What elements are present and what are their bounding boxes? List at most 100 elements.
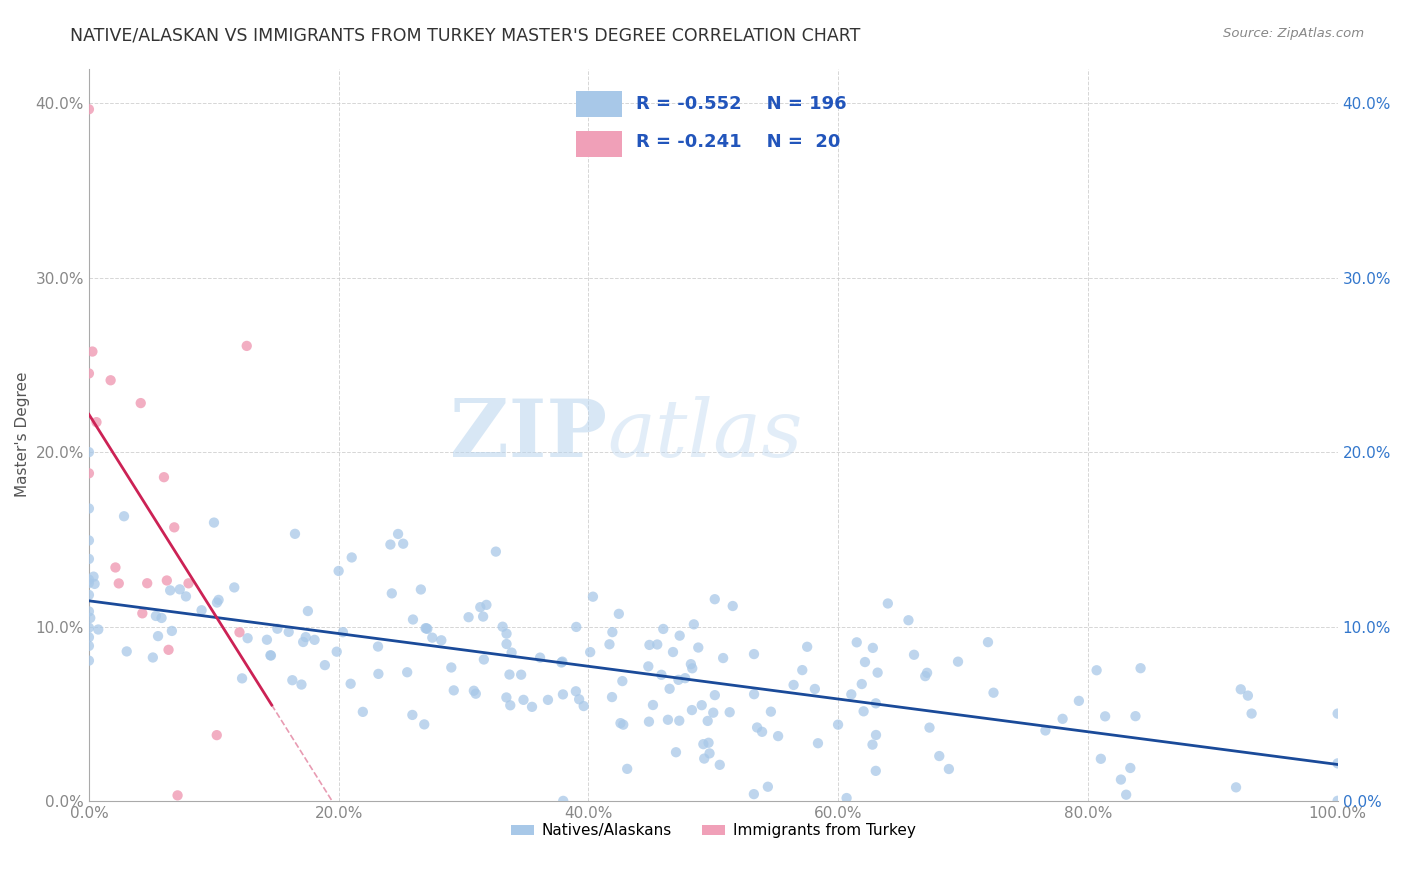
Point bbox=[668, 673, 690, 687]
Point bbox=[688, 640, 710, 655]
Point bbox=[1094, 709, 1116, 723]
Point bbox=[903, 648, 925, 662]
Point bbox=[607, 607, 630, 621]
Point bbox=[703, 688, 725, 702]
Point bbox=[491, 620, 513, 634]
Point bbox=[918, 721, 941, 735]
Point bbox=[681, 703, 703, 717]
Point bbox=[205, 596, 228, 610]
Point bbox=[876, 597, 898, 611]
Point bbox=[82, 344, 104, 359]
Point bbox=[682, 617, 704, 632]
Point bbox=[367, 666, 389, 681]
Point bbox=[807, 736, 830, 750]
Point bbox=[380, 537, 402, 551]
Point bbox=[499, 698, 522, 713]
Point bbox=[551, 687, 574, 701]
Point bbox=[550, 656, 572, 670]
Point bbox=[565, 620, 588, 634]
Point bbox=[1225, 780, 1247, 795]
Point bbox=[766, 729, 789, 743]
Point bbox=[711, 651, 734, 665]
Point bbox=[415, 621, 437, 635]
Point bbox=[235, 339, 257, 353]
Point bbox=[501, 646, 523, 660]
Point bbox=[668, 629, 690, 643]
Point bbox=[100, 373, 122, 387]
Point bbox=[470, 600, 492, 615]
Point bbox=[457, 610, 479, 624]
Point bbox=[159, 583, 181, 598]
Text: R = -0.241    N =  20: R = -0.241 N = 20 bbox=[636, 133, 841, 151]
Point bbox=[862, 738, 884, 752]
Point bbox=[796, 640, 818, 654]
Point bbox=[332, 625, 354, 640]
Point bbox=[835, 791, 858, 805]
Point bbox=[946, 655, 969, 669]
Point bbox=[1237, 689, 1260, 703]
Point bbox=[475, 598, 498, 612]
Point bbox=[565, 684, 588, 698]
Point bbox=[396, 665, 419, 680]
Point bbox=[845, 635, 868, 649]
Point bbox=[297, 604, 319, 618]
Point bbox=[579, 645, 602, 659]
Point bbox=[616, 762, 638, 776]
Point bbox=[77, 501, 100, 516]
Point bbox=[136, 576, 159, 591]
Point bbox=[572, 699, 595, 714]
Point bbox=[495, 637, 517, 651]
Point bbox=[914, 669, 936, 683]
Point bbox=[420, 631, 443, 645]
Point bbox=[266, 622, 288, 636]
Point bbox=[612, 717, 634, 731]
Point bbox=[1119, 761, 1142, 775]
Point bbox=[325, 645, 347, 659]
Point bbox=[402, 613, 425, 627]
Point bbox=[77, 467, 100, 481]
Point bbox=[865, 696, 887, 710]
Point bbox=[742, 687, 765, 701]
Point bbox=[853, 655, 876, 669]
Point bbox=[520, 699, 543, 714]
Point bbox=[865, 728, 887, 742]
Point bbox=[256, 632, 278, 647]
Point bbox=[77, 102, 100, 116]
FancyBboxPatch shape bbox=[576, 131, 621, 157]
Point bbox=[1085, 663, 1108, 677]
Point bbox=[977, 635, 1000, 649]
Point bbox=[156, 574, 179, 588]
Point bbox=[443, 683, 465, 698]
Point bbox=[77, 533, 100, 548]
Point bbox=[1115, 788, 1137, 802]
Point bbox=[409, 582, 432, 597]
Point bbox=[153, 470, 176, 484]
Point bbox=[598, 637, 620, 651]
Point bbox=[804, 681, 827, 696]
Point bbox=[792, 663, 814, 677]
Point bbox=[207, 593, 229, 607]
Point bbox=[177, 576, 200, 591]
Point bbox=[673, 671, 696, 685]
Y-axis label: Master's Degree: Master's Degree bbox=[15, 372, 30, 498]
Point bbox=[658, 681, 681, 696]
Point bbox=[865, 764, 887, 778]
Point bbox=[260, 648, 283, 663]
Point bbox=[1125, 709, 1147, 723]
Point bbox=[202, 516, 225, 530]
Point bbox=[160, 624, 183, 638]
Point bbox=[665, 745, 688, 759]
Point bbox=[551, 655, 574, 669]
Point bbox=[292, 635, 315, 649]
Point bbox=[304, 632, 326, 647]
Point bbox=[582, 590, 605, 604]
Point bbox=[157, 643, 180, 657]
Point bbox=[1326, 794, 1348, 808]
Point bbox=[600, 690, 623, 704]
Point bbox=[745, 721, 768, 735]
Point bbox=[129, 396, 152, 410]
Point bbox=[115, 644, 138, 658]
Point bbox=[77, 654, 100, 668]
Point bbox=[1109, 772, 1132, 787]
Point bbox=[742, 787, 765, 801]
